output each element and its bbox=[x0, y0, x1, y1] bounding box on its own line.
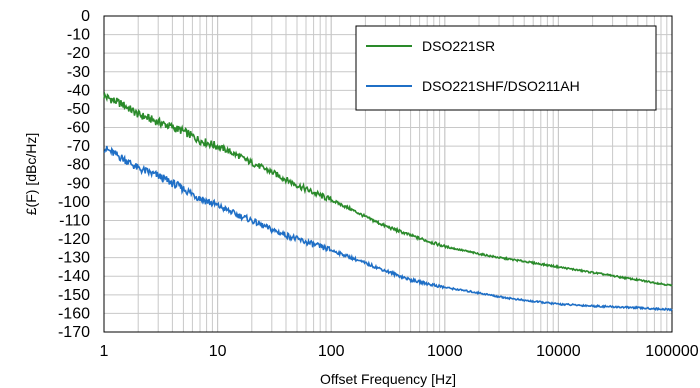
y-tick-label: -10 bbox=[67, 27, 90, 44]
legend-label-dso221sr: DSO221SR bbox=[422, 38, 495, 54]
x-tick-label: 1 bbox=[100, 343, 109, 360]
y-tick-label: 0 bbox=[81, 8, 90, 25]
x-axis-ticks: 1 10 100 1000 10000 100000 bbox=[100, 343, 699, 360]
y-axis-title: £(F) [dBc/Hz] bbox=[23, 133, 39, 215]
legend-label-dso221shf: DSO221SHF/DSO211AH bbox=[422, 78, 580, 94]
y-tick-label: -100 bbox=[58, 194, 90, 211]
y-tick-label: -150 bbox=[58, 287, 90, 304]
y-tick-label: -70 bbox=[67, 138, 90, 155]
y-tick-label: -140 bbox=[58, 268, 90, 285]
y-tick-label: -40 bbox=[67, 82, 90, 99]
x-tick-label: 1000 bbox=[427, 343, 463, 360]
plot-area bbox=[103, 15, 673, 333]
x-tick-label: 100000 bbox=[645, 343, 698, 360]
series-line bbox=[103, 91, 673, 287]
y-tick-label: -90 bbox=[67, 175, 90, 192]
x-tick-label: 10000 bbox=[536, 343, 581, 360]
y-tick-label: -130 bbox=[58, 250, 90, 267]
y-tick-label: -30 bbox=[67, 64, 90, 81]
y-tick-label: -110 bbox=[59, 212, 90, 229]
x-tick-label: 100 bbox=[318, 343, 345, 360]
x-axis-title: Offset Frequency [Hz] bbox=[320, 371, 456, 387]
y-tick-label: -50 bbox=[67, 101, 90, 118]
y-tick-label: -160 bbox=[58, 305, 90, 322]
y-tick-label: -20 bbox=[67, 45, 90, 62]
y-tick-label: -120 bbox=[58, 231, 90, 248]
data-lines bbox=[103, 91, 673, 312]
legend: DSO221SR DSO221SHF/DSO211AH bbox=[355, 25, 657, 111]
y-tick-label: -80 bbox=[67, 157, 90, 174]
x-tick-label: 10 bbox=[209, 343, 227, 360]
y-tick-label: -60 bbox=[67, 120, 90, 137]
y-axis-ticks: 0 -10-20 -30-40 -50 -60-70 -80-90 -100-110 -120… bbox=[58, 8, 90, 341]
series-line bbox=[103, 145, 673, 312]
y-tick-label: -170 bbox=[58, 324, 90, 341]
legend-box bbox=[355, 25, 657, 111]
